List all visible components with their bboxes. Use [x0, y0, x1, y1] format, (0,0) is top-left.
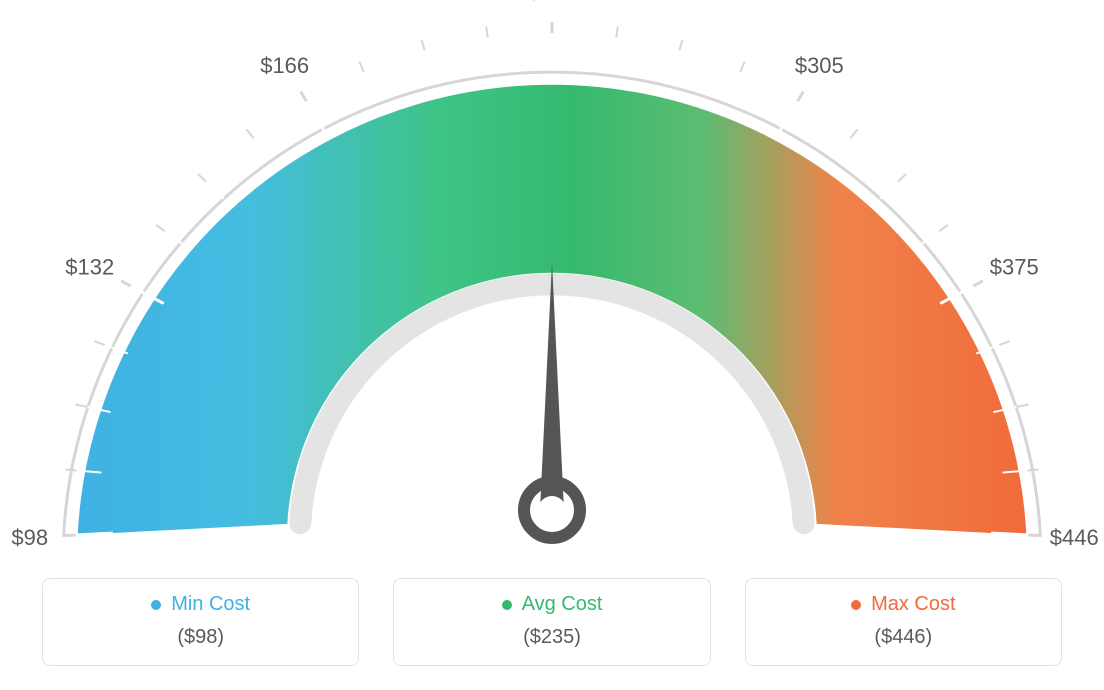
outer-tick-minor [740, 62, 744, 72]
outer-tick-minor [1018, 404, 1029, 406]
legend-title-max: Max Cost [871, 593, 955, 616]
inner-tick-minor [731, 74, 740, 94]
outer-tick-minor [679, 40, 682, 51]
inner-tick-major [307, 103, 325, 132]
outer-tick-minor [1027, 470, 1038, 471]
outer-tick-major [65, 535, 76, 536]
legend-title-min: Min Cost [171, 593, 250, 616]
gauge-needle [540, 262, 564, 510]
outer-tick-major [1028, 535, 1039, 536]
legend-header-max: Max Cost [756, 593, 1051, 616]
outer-tick-minor [422, 40, 425, 51]
outer-tick-minor [94, 341, 104, 345]
inner-tick-major [992, 533, 1026, 535]
inner-tick-minor [881, 183, 897, 198]
gauge-area: $98 $132 $166 $235 $305 $375 $446 [0, 0, 1104, 560]
gauge-svg: $98 $132 $166 $235 $305 $375 $446 [0, 0, 1104, 560]
outer-tick-minor [898, 174, 906, 182]
cost-gauge-widget: $98 $132 $166 $235 $305 $375 $446 Min Cost ($9… [0, 0, 1104, 690]
inner-tick-minor [613, 39, 616, 61]
legend-card-avg: Avg Cost ($235) [393, 578, 710, 666]
inner-tick-minor [488, 39, 491, 61]
legend-value-max: ($446) [756, 626, 1051, 649]
outer-tick-minor [486, 26, 487, 37]
gauge-tick-label: $375 [990, 254, 1039, 279]
inner-tick-minor [207, 183, 223, 198]
legend-title-avg: Avg Cost [522, 593, 603, 616]
outer-tick-minor [939, 225, 948, 231]
outer-tick-minor [156, 225, 165, 231]
legend-value-min: ($98) [53, 626, 348, 649]
legend-header-min: Min Cost [53, 593, 348, 616]
inner-tick-minor [836, 140, 850, 157]
inner-tick-minor [673, 52, 679, 73]
outer-tick-minor [616, 26, 617, 37]
inner-tick-major [779, 103, 797, 132]
gauge-tick-label: $166 [260, 53, 309, 78]
outer-tick-minor [76, 404, 87, 406]
legend-card-min: Min Cost ($98) [42, 578, 359, 666]
outer-tick-minor [247, 129, 254, 138]
inner-tick-minor [425, 52, 431, 73]
legend-value-avg: ($235) [404, 626, 699, 649]
gauge-tick-label: $235 [528, 0, 577, 4]
outer-tick-minor [198, 174, 206, 182]
gauge-tick-label: $98 [11, 525, 48, 550]
outer-tick-minor [359, 62, 363, 72]
gauge-tick-label: $305 [795, 53, 844, 78]
outer-tick-minor [1000, 341, 1010, 345]
inner-tick-minor [167, 232, 185, 245]
legend-dot-max [851, 600, 861, 610]
legend-card-max: Max Cost ($446) [745, 578, 1062, 666]
inner-tick-minor [255, 140, 269, 157]
legend-dot-min [151, 600, 161, 610]
outer-tick-major [973, 281, 983, 286]
inner-tick-major [78, 533, 112, 535]
gauge-tick-label: $132 [65, 254, 114, 279]
inner-tick-minor [364, 74, 373, 94]
outer-tick-minor [851, 129, 858, 138]
inner-tick-minor [920, 232, 938, 245]
legend-header-avg: Avg Cost [404, 593, 699, 616]
gauge-needle-hub-inner [538, 496, 566, 524]
outer-tick-major [301, 92, 307, 101]
legend-row: Min Cost ($98) Avg Cost ($235) Max Cost … [0, 578, 1104, 666]
legend-dot-avg [502, 600, 512, 610]
outer-tick-major [798, 92, 804, 101]
outer-tick-minor [66, 470, 77, 471]
gauge-tick-label: $446 [1050, 525, 1099, 550]
outer-tick-major [121, 281, 131, 286]
